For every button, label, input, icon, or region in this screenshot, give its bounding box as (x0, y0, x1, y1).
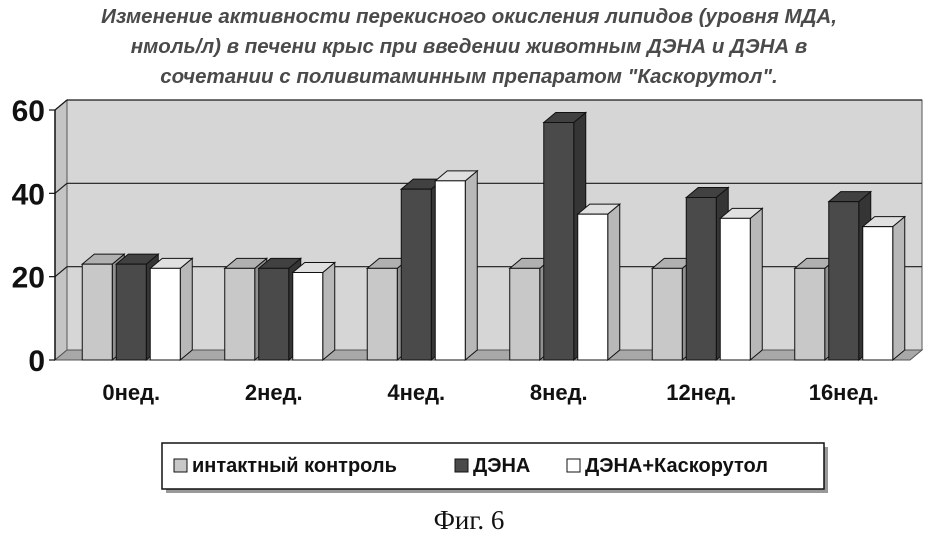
bar-front (795, 268, 825, 360)
legend-label: интактный контроль (192, 455, 397, 477)
y-tick-label: 0 (28, 345, 45, 378)
bar-side (465, 171, 477, 360)
bar-front (510, 268, 540, 360)
bar-side (180, 258, 192, 360)
bar-side (323, 263, 335, 361)
bar-side (608, 204, 620, 360)
legend-label: ДЭНА+Каскорутол (585, 455, 768, 477)
bar-front (720, 218, 750, 360)
bar-front (259, 268, 289, 360)
x-tick-label: 4нед. (387, 380, 445, 405)
back-wall (67, 100, 922, 350)
bar-front (863, 227, 893, 360)
bar (435, 171, 477, 360)
legend: интактный контроль ДЭНА ДЭНА+Каскорутол (162, 443, 828, 493)
legend-swatch (455, 459, 468, 472)
bar-front (435, 181, 465, 360)
side-wall (55, 100, 67, 360)
bar-front (116, 264, 146, 360)
bar (150, 258, 192, 360)
x-tick-label: 8нед. (530, 380, 588, 405)
bar-front (829, 202, 859, 360)
bar-front (293, 273, 323, 361)
bar-front (225, 268, 255, 360)
legend-swatch (174, 459, 187, 472)
bar (720, 208, 762, 360)
bar-front (686, 198, 716, 361)
x-tick-label: 0нед. (102, 380, 160, 405)
bar-chart: 02040600нед.2нед.4нед.8нед.12нед.16нед. … (0, 0, 938, 500)
x-tick-label: 2нед. (245, 380, 303, 405)
x-tick-label: 16нед. (809, 380, 879, 405)
bar-front (578, 214, 608, 360)
bar (863, 217, 905, 360)
bar (578, 204, 620, 360)
bar-side (750, 208, 762, 360)
bar-front (82, 264, 112, 360)
bar-front (401, 189, 431, 360)
legend-label: ДЭНА (473, 455, 530, 477)
figure-caption: Фиг. 6 (0, 505, 938, 536)
y-tick-label: 40 (12, 178, 45, 211)
bar-front (544, 123, 574, 361)
bar-front (652, 268, 682, 360)
bar (293, 263, 335, 361)
x-tick-label: 12нед. (666, 380, 736, 405)
bar-front (150, 268, 180, 360)
y-tick-label: 60 (12, 95, 45, 128)
y-tick-label: 20 (12, 262, 45, 295)
bar-side (893, 217, 905, 360)
bar-front (367, 268, 397, 360)
legend-swatch (567, 459, 580, 472)
